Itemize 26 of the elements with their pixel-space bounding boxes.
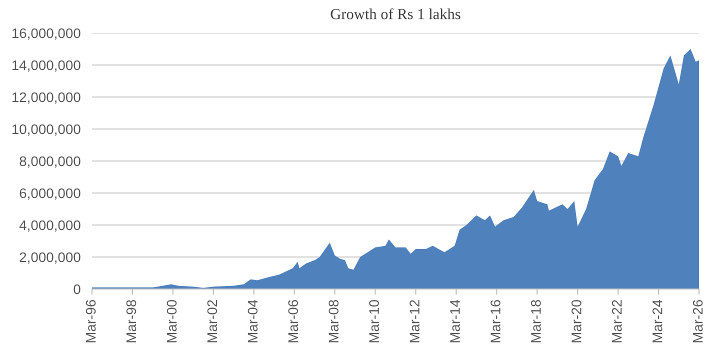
x-tick-label: Mar-06 xyxy=(288,300,298,342)
x-tick-label: Mar-26 xyxy=(692,300,703,342)
y-tick-label: 8,000,000 xyxy=(20,156,80,168)
y-tick-label: 16,000,000 xyxy=(12,28,80,40)
x-tick-label: Mar-10 xyxy=(369,300,379,342)
x-tick-label: Mar-08 xyxy=(328,300,339,342)
y-tick-label: 12,000,000 xyxy=(12,92,80,104)
x-tick-label: Mar-16 xyxy=(490,300,500,342)
y-tick-label: 4,000,000 xyxy=(19,220,80,232)
chart-title: Growth of Rs 1 lakhs xyxy=(330,8,460,20)
y-tick-label: 0 xyxy=(74,284,80,294)
x-tick-label: Mar-02 xyxy=(207,300,218,342)
x-tick-label: Mar-22 xyxy=(612,300,622,342)
y-tick-label: 2,000,000 xyxy=(20,252,80,264)
y-tick-label: 10,000,000 xyxy=(12,124,80,136)
x-tick-label: Mar-14 xyxy=(450,300,460,342)
y-tick-label: 14,000,000 xyxy=(12,60,80,72)
x-tick-label: Mar-12 xyxy=(410,300,420,342)
x-tick-label: Mar-98 xyxy=(126,300,136,342)
x-tick-label: Mar-24 xyxy=(652,300,662,342)
x-tick-label: Mar-18 xyxy=(531,300,541,342)
x-tick-label: Mar-20 xyxy=(572,300,582,342)
y-tick-label: 6,000,000 xyxy=(20,188,80,200)
x-tick-label: Mar-04 xyxy=(248,300,258,342)
x-tick-label: Mar-96 xyxy=(86,300,96,342)
x-tick-label: Mar-00 xyxy=(166,300,177,342)
